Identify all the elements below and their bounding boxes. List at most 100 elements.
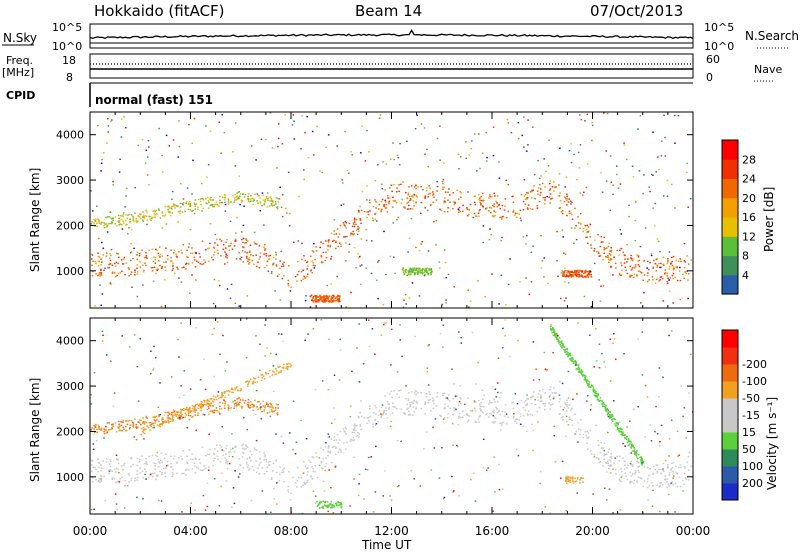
power-cell	[159, 264, 161, 267]
velocity-cell	[311, 466, 313, 468]
velocity-cell	[252, 404, 255, 406]
power-cell	[318, 295, 321, 298]
velocity-cell	[327, 455, 329, 457]
velocity-cell	[91, 427, 93, 429]
velocity-noise	[508, 355, 511, 358]
power-cell	[311, 299, 313, 301]
power-cell	[93, 218, 95, 221]
power-cell	[524, 203, 527, 205]
power-cell	[209, 242, 211, 245]
power-cell	[459, 210, 462, 213]
velocity-cell	[562, 419, 564, 421]
velocity-cell	[266, 412, 269, 414]
power-cell	[233, 197, 236, 199]
power-noise	[570, 200, 572, 202]
velocity-noise	[115, 503, 118, 505]
power-cell	[336, 297, 338, 299]
power-cell	[626, 261, 628, 263]
power-cell	[642, 279, 644, 281]
power-cell	[237, 191, 240, 194]
velocity-cell	[354, 425, 357, 427]
velocity-cell	[454, 407, 456, 410]
velocity-noise	[353, 456, 355, 458]
velocity-cell	[191, 416, 193, 418]
velocity-cell	[571, 360, 573, 363]
power-cell	[187, 263, 190, 265]
power-noise	[628, 204, 630, 206]
power-cell	[158, 255, 160, 257]
y-tick-label: 2000	[56, 425, 84, 438]
power-noise	[224, 203, 227, 206]
power-cell	[213, 251, 216, 253]
velocity-noise	[682, 490, 684, 492]
power-noise	[276, 167, 278, 169]
power-cell	[388, 197, 391, 199]
power-cell	[111, 264, 114, 266]
velocity-cell	[103, 432, 106, 435]
velocity-noise	[177, 339, 179, 341]
power-cell	[672, 269, 675, 271]
power-cell	[571, 271, 573, 273]
velocity-cell	[192, 415, 194, 418]
power-noise	[182, 203, 184, 206]
velocity-colorbar-tick-label: 50	[742, 443, 756, 456]
velocity-cell	[618, 431, 621, 433]
velocity-cell	[352, 436, 355, 439]
cpid-value: normal (fast) 151	[95, 93, 213, 107]
power-cell	[144, 262, 146, 264]
velocity-cell	[609, 460, 612, 462]
velocity-cell	[248, 468, 251, 470]
power-noise	[121, 228, 124, 230]
power-noise	[634, 219, 637, 222]
velocity-cell	[181, 458, 183, 460]
power-noise	[360, 152, 362, 154]
velocity-cell	[549, 388, 551, 391]
velocity-cell	[91, 464, 93, 466]
power-noise	[205, 125, 207, 127]
power-cell	[478, 193, 480, 196]
velocity-cell	[359, 424, 361, 426]
velocity-cell	[559, 398, 561, 400]
velocity-cell	[353, 431, 356, 434]
power-cell	[225, 254, 227, 256]
power-cell	[446, 211, 449, 213]
power-cell	[428, 269, 431, 271]
power-cell	[154, 248, 157, 250]
power-cell	[561, 274, 564, 276]
velocity-cell	[127, 420, 129, 422]
power-cell	[516, 212, 518, 215]
velocity-cell	[140, 434, 142, 436]
power-cell	[588, 273, 591, 276]
velocity-cell	[245, 463, 248, 465]
velocity-cell	[198, 403, 201, 405]
velocity-cell	[563, 346, 566, 348]
power-cell	[247, 193, 250, 195]
power-noise	[161, 171, 164, 173]
power-cell	[199, 200, 202, 202]
velocity-cell	[318, 507, 321, 509]
velocity-noise	[150, 350, 152, 352]
power-noise	[652, 207, 654, 209]
power-cell	[197, 261, 200, 264]
power-cell	[258, 195, 260, 197]
velocity-noise	[195, 429, 197, 431]
velocity-cell	[413, 392, 416, 394]
velocity-noise	[683, 407, 686, 409]
velocity-cell	[329, 503, 331, 505]
velocity-cell	[380, 415, 382, 418]
power-cell	[643, 260, 645, 262]
velocity-cell	[243, 448, 246, 450]
velocity-noise	[427, 384, 430, 386]
velocity-cell	[648, 474, 650, 477]
power-noise	[620, 233, 622, 235]
power-noise	[612, 193, 614, 195]
power-cell	[514, 214, 516, 216]
power-cell	[140, 217, 142, 220]
power-noise	[177, 268, 179, 270]
velocity-cell	[245, 445, 248, 447]
velocity-cell	[237, 389, 239, 392]
power-cell	[629, 274, 631, 277]
velocity-cell	[668, 485, 670, 487]
power-cell	[637, 264, 640, 266]
velocity-cell	[227, 407, 230, 409]
